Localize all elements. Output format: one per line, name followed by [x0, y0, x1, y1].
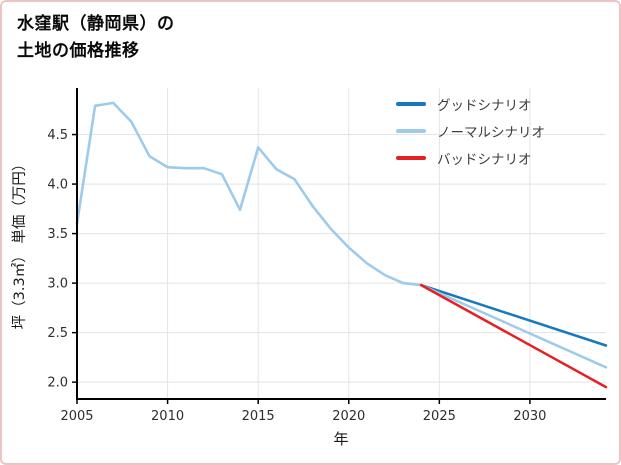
chart-title: 水窪駅（静岡県）の 土地の価格推移 — [17, 11, 175, 65]
y-axis-label: 坪（3.3㎡） 単価（万円） — [11, 157, 28, 330]
x-tick-label: 2025 — [423, 409, 456, 424]
chart-title-line1: 水窪駅（静岡県）の — [17, 14, 175, 34]
legend-label: グッドシナリオ — [437, 98, 532, 114]
chart-title-line2: 土地の価格推移 — [17, 41, 140, 62]
legend-label: バッドシナリオ — [437, 152, 532, 168]
y-tick-label: 2.5 — [47, 326, 68, 341]
gridlines — [76, 88, 606, 399]
x-tick-label: 2020 — [332, 409, 365, 424]
y-tick-label: 3.5 — [47, 227, 68, 242]
series-line-bad-scenario — [419, 283, 608, 389]
series-line-historical-price — [75, 101, 423, 287]
legend-swatch — [396, 156, 426, 160]
series-line-normal-scenario — [419, 283, 608, 369]
x-axis-label: 年 — [333, 430, 348, 448]
legend-item-good: グッドシナリオ — [396, 95, 545, 114]
y-tick-label: 4.0 — [47, 178, 68, 193]
series-line-good-scenario — [419, 283, 608, 347]
x-tick-label: 2005 — [60, 409, 93, 424]
x-tick-label: 2030 — [513, 409, 546, 424]
legend-item-bad: バッドシナリオ — [396, 149, 545, 168]
y-tick-label: 4.5 — [47, 128, 68, 143]
x-tick-label: 2010 — [151, 409, 184, 424]
y-tick-label: 2.0 — [47, 376, 68, 391]
legend-swatch — [396, 102, 426, 106]
axes: 2005 2010 2015 2020 2025 2030 2.0 2.5 3.0 3.5 4.0 4… — [47, 88, 606, 424]
legend-swatch — [396, 129, 426, 133]
x-tick-label: 2015 — [242, 409, 275, 424]
series-lines — [75, 101, 608, 389]
y-tick-label: 3.0 — [47, 277, 68, 292]
legend-item-normal: ノーマルシナリオ — [396, 122, 545, 141]
legend-label: ノーマルシナリオ — [437, 125, 545, 141]
chart-legend: グッドシナリオ ノーマルシナリオ バッドシナリオ — [396, 95, 545, 168]
